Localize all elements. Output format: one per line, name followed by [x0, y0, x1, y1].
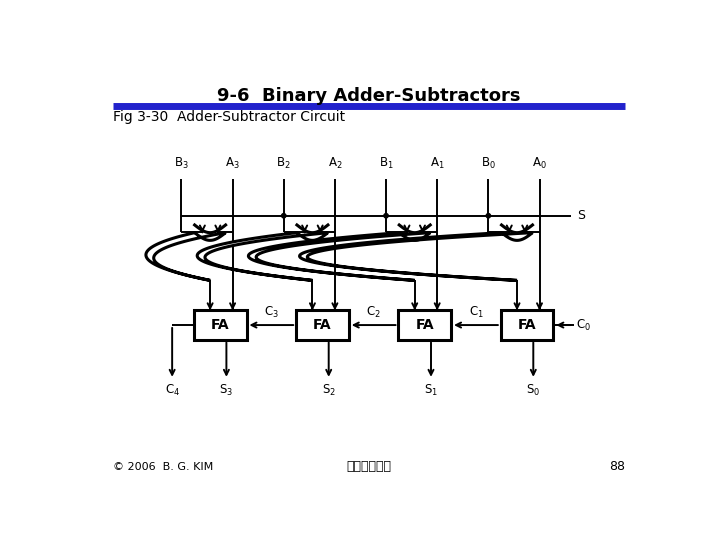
Circle shape	[384, 213, 388, 218]
Text: C$_0$: C$_0$	[576, 318, 591, 333]
Text: B$_1$: B$_1$	[379, 156, 393, 171]
Bar	[296, 310, 349, 340]
Text: FA: FA	[211, 318, 230, 332]
Text: Fig 3-30  Adder-Subtractor Circuit: Fig 3-30 Adder-Subtractor Circuit	[113, 110, 346, 124]
Text: B$_3$: B$_3$	[174, 156, 189, 171]
Text: FA: FA	[518, 318, 536, 332]
Text: FA: FA	[313, 318, 332, 332]
Polygon shape	[248, 233, 431, 280]
Polygon shape	[146, 233, 225, 280]
Text: C$_3$: C$_3$	[264, 305, 279, 320]
Circle shape	[486, 213, 490, 218]
Text: S$_3$: S$_3$	[220, 383, 233, 398]
Text: 9-6  Binary Adder-Subtractors: 9-6 Binary Adder-Subtractors	[217, 86, 521, 105]
Text: 지제태시스템: 지제태시스템	[346, 460, 392, 473]
Text: A$_0$: A$_0$	[532, 156, 547, 171]
Text: C$_2$: C$_2$	[366, 305, 381, 320]
Text: S$_1$: S$_1$	[424, 383, 438, 398]
Text: B$_0$: B$_0$	[481, 156, 496, 171]
Bar	[398, 310, 451, 340]
Text: A$_1$: A$_1$	[430, 156, 444, 171]
Circle shape	[282, 213, 286, 218]
Text: FA: FA	[415, 318, 434, 332]
Text: A$_3$: A$_3$	[225, 156, 240, 171]
Text: S: S	[577, 209, 585, 222]
Text: A$_2$: A$_2$	[328, 156, 342, 171]
Text: S$_2$: S$_2$	[322, 383, 336, 398]
Text: S$_0$: S$_0$	[526, 383, 541, 398]
Bar	[500, 310, 554, 340]
Text: © 2006  B. G. KIM: © 2006 B. G. KIM	[113, 462, 214, 472]
Text: 88: 88	[608, 460, 625, 473]
Text: C$_4$: C$_4$	[165, 383, 180, 398]
Bar	[194, 310, 246, 340]
Text: B$_2$: B$_2$	[276, 156, 291, 171]
Polygon shape	[197, 233, 328, 280]
Text: C$_1$: C$_1$	[469, 305, 483, 320]
Polygon shape	[300, 233, 533, 280]
